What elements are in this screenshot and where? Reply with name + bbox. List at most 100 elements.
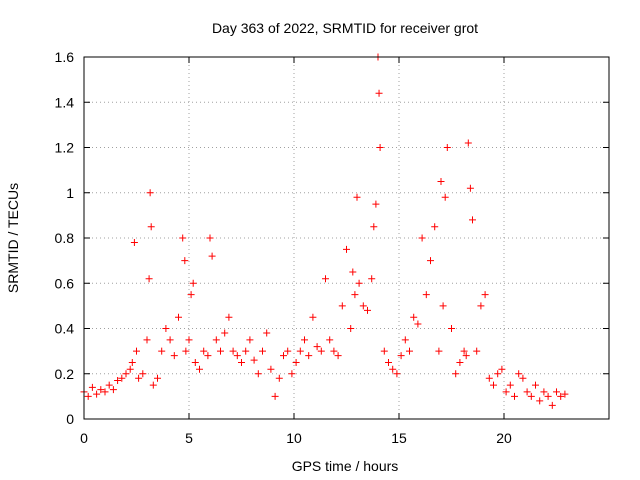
- data-point: [208, 252, 216, 260]
- axis-ticks: 0 0.2 0.4 0.6 0.8 1 1.2 1.4 1.6 0 5 10 15 20: [55, 49, 609, 446]
- data-point: [114, 377, 122, 385]
- data-point: [481, 291, 489, 299]
- data-point: [353, 193, 361, 201]
- data-point: [330, 347, 338, 355]
- data-point: [375, 89, 383, 97]
- data-point: [372, 200, 380, 208]
- data-point: [149, 381, 157, 389]
- data-point: [347, 325, 355, 332]
- data-point: [401, 336, 409, 344]
- data-point: [97, 386, 105, 394]
- data-point: [254, 370, 262, 378]
- data-point: [452, 370, 460, 378]
- data-point: [359, 302, 367, 310]
- data-point: [267, 365, 275, 373]
- data-point: [393, 370, 401, 378]
- data-point: [473, 347, 481, 355]
- data-point: [154, 374, 161, 382]
- data-point: [217, 347, 224, 355]
- data-point: [502, 388, 510, 396]
- data-point: [519, 374, 527, 382]
- data-point: [406, 347, 413, 355]
- x-axis-label: GPS time / hours: [292, 458, 399, 474]
- data-point: [158, 347, 166, 355]
- x-tick-label: 0: [80, 430, 88, 446]
- data-point: [498, 365, 506, 373]
- data-point: [301, 336, 308, 344]
- data-point: [431, 223, 439, 231]
- data-point: [271, 392, 279, 400]
- data-point: [246, 336, 254, 344]
- data-point: [448, 325, 455, 332]
- data-point: [561, 390, 569, 398]
- data-point: [309, 313, 317, 321]
- data-point: [515, 370, 523, 378]
- data-point: [464, 139, 472, 147]
- data-point: [389, 365, 397, 373]
- y-tick-label: 0.2: [55, 366, 75, 382]
- data-point: [196, 365, 203, 373]
- data-point: [275, 374, 283, 382]
- data-point: [527, 392, 535, 400]
- data-point: [435, 347, 443, 355]
- data-point: [189, 279, 197, 287]
- x-tick-label: 20: [496, 430, 512, 446]
- data-point: [263, 329, 271, 337]
- data-point: [385, 358, 392, 366]
- data-point: [143, 336, 151, 344]
- x-tick-label: 15: [391, 430, 407, 446]
- data-point: [553, 388, 560, 396]
- grid: [84, 57, 609, 419]
- data-point: [414, 320, 422, 328]
- data-point: [427, 257, 434, 265]
- data-point: [133, 347, 140, 355]
- data-point: [364, 306, 371, 314]
- y-tick-label: 0.6: [55, 275, 75, 291]
- data-point: [221, 329, 229, 337]
- y-tick-label: 0: [66, 411, 74, 427]
- data-point: [418, 234, 426, 242]
- data-point: [313, 343, 321, 351]
- data-point: [317, 347, 325, 355]
- data-point: [288, 370, 296, 378]
- data-point: [351, 291, 359, 299]
- data-point: [422, 291, 430, 299]
- data-point: [126, 365, 134, 373]
- data-point: [242, 347, 250, 355]
- data-point: [146, 189, 154, 197]
- data-point: [532, 381, 539, 389]
- data-point: [410, 313, 418, 321]
- data-point: [229, 347, 237, 355]
- data-point: [250, 356, 258, 364]
- data-point: [523, 388, 531, 396]
- data-point: [334, 352, 342, 360]
- data-point: [466, 184, 474, 192]
- data-point: [105, 381, 113, 389]
- data-point: [544, 392, 552, 400]
- data-point: [166, 336, 174, 344]
- data-point: [469, 216, 476, 224]
- data-point: [506, 381, 514, 389]
- data-point: [441, 193, 449, 201]
- data-point: [135, 374, 143, 382]
- data-point: [355, 279, 363, 287]
- data-point: [88, 383, 96, 391]
- x-tick-label: 5: [185, 430, 193, 446]
- data-point: [280, 352, 287, 360]
- data-point: [462, 352, 470, 360]
- chart-title: Day 363 of 2022, SRMTID for receiver gro…: [212, 20, 478, 36]
- data-point: [490, 381, 497, 389]
- data-point: [122, 370, 130, 378]
- data-point: [536, 397, 544, 405]
- data-point: [485, 374, 493, 382]
- data-point: [84, 392, 92, 400]
- y-tick-label: 0.4: [55, 321, 75, 337]
- data-point: [101, 388, 109, 396]
- data-point: [368, 275, 376, 283]
- data-point: [305, 352, 313, 360]
- data-point: [439, 302, 447, 310]
- data-point: [477, 302, 485, 310]
- y-axis-label: SRMTID / TECUs: [5, 183, 21, 293]
- data-point: [233, 352, 241, 360]
